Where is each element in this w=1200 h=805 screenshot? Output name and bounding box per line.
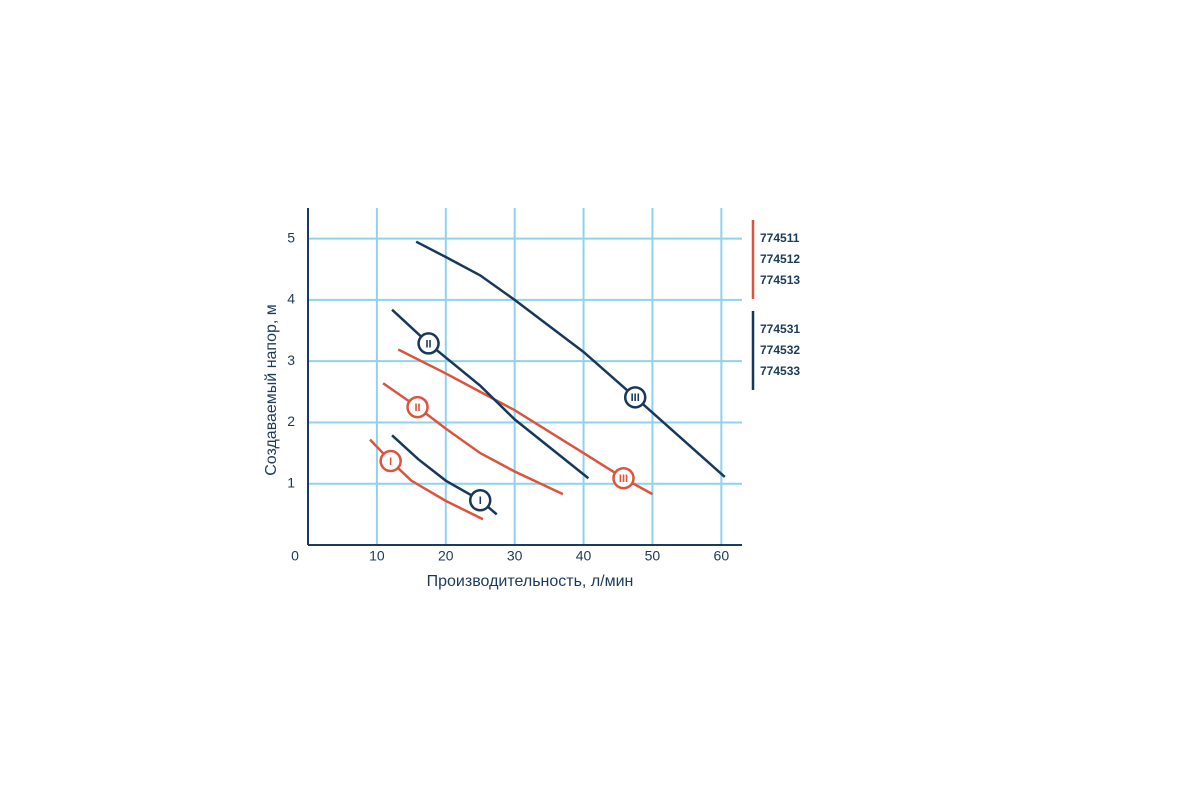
legend-label: 774511 <box>760 231 800 245</box>
x-tick-label: 50 <box>645 548 661 564</box>
y-tick-label: 4 <box>287 291 295 307</box>
curve-badge <box>379 449 402 473</box>
curve-badge-label: II <box>425 338 431 350</box>
curve-badge <box>468 489 492 512</box>
y-axis-title: Создаваемый напор, м <box>263 304 280 476</box>
x-tick-label: 60 <box>714 548 730 564</box>
y-tick-label: 1 <box>287 474 295 490</box>
x-tick-label: 10 <box>369 548 385 564</box>
legend-label: 774532 <box>760 343 800 357</box>
x-tick-label: 30 <box>507 548 523 564</box>
y-tick-label: 2 <box>287 413 295 429</box>
curve-badge-label: I <box>479 495 482 507</box>
x-tick-label: 40 <box>576 548 592 564</box>
curve-badge <box>417 332 440 355</box>
curve-badge-label: II <box>414 402 420 414</box>
curve-badge-label: I <box>389 456 392 468</box>
series-line <box>391 308 590 480</box>
x-tick-label: 0 <box>291 548 299 564</box>
curve-badge <box>612 466 635 490</box>
legend-label: 774512 <box>760 252 800 266</box>
x-axis-title: Производительность, л/мин <box>427 573 634 590</box>
x-tick-label: 20 <box>438 548 454 564</box>
curve-badge <box>406 395 429 419</box>
legend-label: 774533 <box>760 364 800 378</box>
y-tick-label: 3 <box>287 352 295 368</box>
curve-badge-label: III <box>619 473 628 485</box>
legend-label: 774513 <box>760 273 800 287</box>
y-tick-label: 5 <box>287 229 295 245</box>
curve-badge <box>623 386 647 409</box>
curve-badge-label: III <box>631 392 640 404</box>
legend-label: 774531 <box>760 322 800 336</box>
